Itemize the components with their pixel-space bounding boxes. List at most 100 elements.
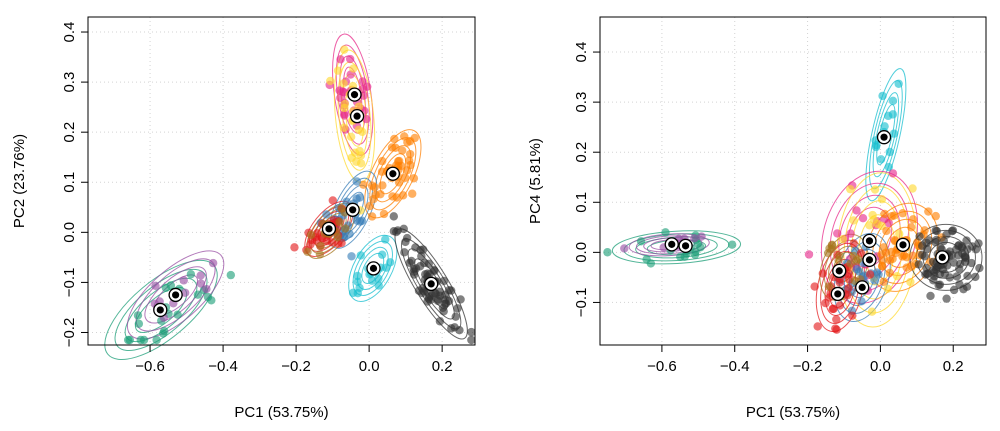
data-point (907, 223, 916, 232)
ellipses (104, 33, 468, 361)
data-point (603, 248, 612, 257)
data-point (337, 204, 346, 213)
y-tick-label: 0.3 (573, 92, 590, 113)
data-point (404, 156, 414, 165)
data-point (151, 281, 160, 291)
centroid-marker (832, 263, 847, 279)
data-point (926, 291, 935, 301)
centroid-marker (876, 130, 892, 145)
data-point (870, 276, 879, 285)
data-point (888, 110, 898, 119)
data-point (401, 237, 410, 247)
data-point (949, 285, 959, 295)
data-point (636, 237, 646, 246)
data-point (405, 149, 415, 159)
y-ticks: −0.2 −0.1 0.0 0.1 0.2 0.3 0.4 (61, 22, 88, 347)
data-point (882, 226, 891, 236)
data-point (857, 297, 866, 306)
data-point (906, 277, 915, 287)
data-point (306, 230, 316, 240)
data-point (852, 265, 862, 274)
centroid-marker (862, 252, 877, 268)
data-point (367, 276, 377, 285)
data-point (352, 177, 362, 186)
data-point (894, 79, 903, 88)
data-point (908, 251, 918, 260)
data-point (942, 294, 951, 303)
data-point (356, 151, 366, 160)
data-point (398, 146, 407, 155)
data-point (963, 271, 972, 281)
data-point (152, 335, 161, 345)
data-point (429, 265, 439, 275)
data-point (902, 252, 911, 262)
plot-frame (599, 16, 987, 346)
data-point (846, 184, 855, 194)
data-point (347, 252, 356, 261)
data-point (824, 282, 834, 291)
y-tick-label: −0.1 (573, 288, 590, 318)
x-tick-label: 0.2 (432, 358, 453, 375)
centroid-marker (153, 302, 168, 318)
centroid-marker (895, 237, 911, 252)
data-point (336, 55, 345, 64)
data-point (159, 326, 169, 336)
x-axis-label: PC1 (53.75%) (234, 404, 328, 421)
y-tick-label: −0.1 (61, 268, 78, 298)
data-point (885, 268, 894, 278)
data-point (849, 216, 858, 225)
data-point (939, 236, 948, 246)
data-point (888, 169, 898, 178)
data-point (340, 109, 349, 119)
data-point (173, 310, 182, 319)
data-point (447, 324, 456, 333)
data-point (417, 252, 426, 261)
data-point (208, 258, 218, 268)
data-point (378, 156, 387, 166)
y-tick-label: 0.3 (61, 72, 78, 93)
data-point (207, 296, 216, 305)
data-point (441, 295, 450, 304)
data-point (418, 245, 428, 254)
confidence-ellipse (126, 250, 225, 340)
data-point (394, 156, 404, 166)
data-point (328, 196, 338, 205)
data-point (914, 260, 923, 269)
data-point (804, 250, 814, 259)
data-point (193, 290, 203, 299)
y-ticks: −0.1 0.0 0.1 0.2 0.3 0.4 (573, 42, 600, 318)
data-point (873, 219, 882, 229)
data-point (877, 195, 887, 204)
data-point (334, 239, 343, 249)
x-tick-label: −0.2 (793, 358, 823, 375)
data-point (954, 240, 963, 250)
data-point (467, 327, 476, 337)
data-point (885, 147, 894, 157)
data-point (884, 162, 894, 172)
data-point (880, 209, 889, 219)
data-point (339, 45, 349, 54)
centroids (153, 87, 439, 318)
x-tick-label: −0.6 (647, 358, 677, 375)
centroid-marker (321, 221, 337, 236)
data-point (947, 226, 957, 236)
data-point (326, 76, 335, 86)
data-point (870, 185, 880, 194)
data-point (196, 271, 205, 280)
centroid-marker (855, 280, 870, 295)
data-point (339, 123, 349, 132)
data-point (843, 291, 852, 300)
data-point (382, 263, 391, 272)
data-point (403, 138, 412, 147)
centroid-marker (935, 250, 950, 265)
data-point (849, 251, 858, 261)
data-point (844, 283, 853, 293)
data-point (133, 311, 143, 320)
data-point (365, 201, 375, 211)
data-point (408, 189, 417, 198)
x-ticks: −0.6 −0.4 −0.2 0.0 0.2 (647, 345, 964, 375)
data-point (834, 256, 843, 265)
data-point (920, 252, 929, 261)
data-point (620, 244, 629, 253)
